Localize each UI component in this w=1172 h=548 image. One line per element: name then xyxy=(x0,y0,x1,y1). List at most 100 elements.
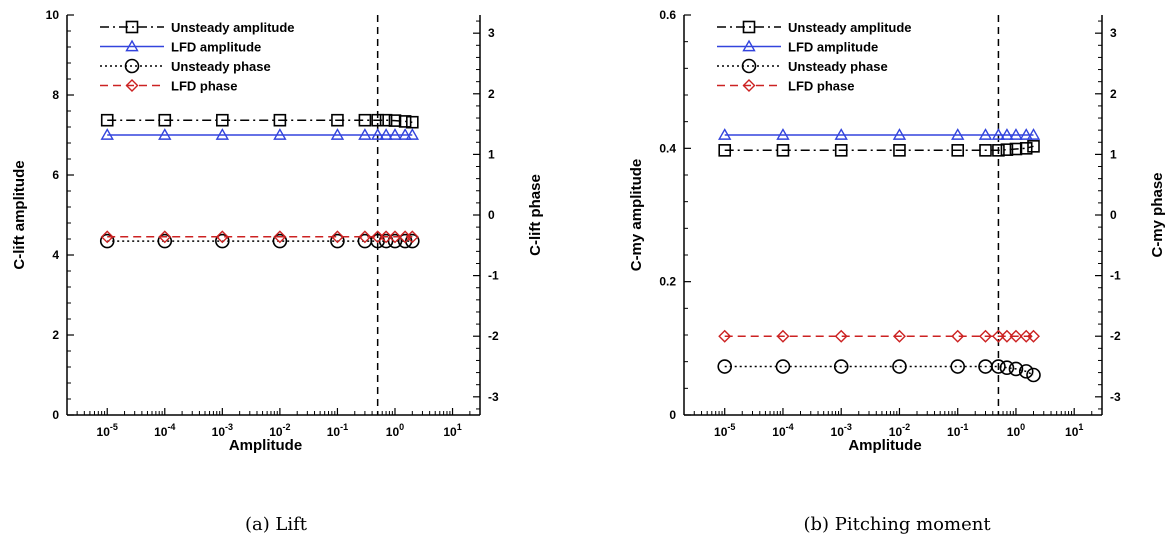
data-point xyxy=(330,230,344,244)
lift-chart: (a) Lift 10-5 10-4 10-3 10-2 10-1 100 10102468… xyxy=(11,8,544,535)
y-tick-label: 0.4 xyxy=(659,141,676,155)
data-point xyxy=(951,144,965,157)
data-point xyxy=(100,128,114,140)
series-line xyxy=(107,119,413,123)
data-point xyxy=(1019,142,1033,155)
legend-label: LFD amplitude xyxy=(171,40,261,55)
data-point xyxy=(979,329,992,343)
data-point xyxy=(991,329,1005,343)
data-point xyxy=(1026,128,1041,140)
data-point xyxy=(398,128,412,140)
data-point xyxy=(379,230,393,244)
y-axis-label: C-my amplitude xyxy=(628,159,645,272)
x-tick-label: 10-1 xyxy=(327,422,348,439)
x-axis-label: Amplitude xyxy=(229,437,302,454)
data-point xyxy=(1008,361,1024,377)
data-point xyxy=(99,233,115,249)
data-point xyxy=(388,230,402,244)
data-point xyxy=(892,359,907,374)
x-tick-label: 101 xyxy=(1065,422,1083,439)
legend-marker xyxy=(742,20,756,34)
y-tick-label: 2 xyxy=(52,328,59,342)
legend-label: Unsteady phase xyxy=(788,59,888,74)
data-point xyxy=(273,230,287,244)
y-tick-label: 0 xyxy=(669,408,676,422)
data-point xyxy=(1000,143,1014,156)
data-point xyxy=(979,144,992,157)
data-point xyxy=(1018,364,1034,379)
y-axis-label: C-lift amplitude xyxy=(11,160,28,269)
data-point xyxy=(272,233,288,249)
data-point xyxy=(215,128,230,140)
x-tick-label: 10-5 xyxy=(714,422,735,439)
data-point xyxy=(158,128,172,140)
x-tick-label: 10-5 xyxy=(97,422,118,439)
y2-tick-label: -3 xyxy=(488,390,499,404)
data-point xyxy=(405,128,420,140)
data-point xyxy=(388,128,402,140)
data-point xyxy=(991,128,1006,140)
data-point xyxy=(718,144,732,157)
y2-tick-label: -2 xyxy=(488,329,499,343)
data-point xyxy=(834,329,848,343)
y-tick-label: 8 xyxy=(52,88,59,102)
y-tick-label: 4 xyxy=(52,248,59,262)
data-point xyxy=(157,233,173,249)
y2-tick-label: 2 xyxy=(1110,87,1117,101)
y2-tick-label: 0 xyxy=(1110,208,1117,222)
legend-label: Unsteady phase xyxy=(171,59,271,74)
data-point xyxy=(406,115,419,129)
y-tick-label: 0.2 xyxy=(659,275,676,289)
legend-marker xyxy=(124,58,140,74)
y2-tick-label: -1 xyxy=(1110,269,1121,283)
data-point xyxy=(718,128,732,140)
series-line xyxy=(724,365,1034,376)
data-point xyxy=(330,233,345,249)
y-tick-label: 6 xyxy=(52,168,59,182)
data-point xyxy=(388,114,402,127)
legend-label: LFD phase xyxy=(171,79,237,94)
data-point xyxy=(999,360,1015,376)
x-tick-label: 10-2 xyxy=(889,422,910,439)
data-point xyxy=(371,230,385,244)
legend-label: Unsteady amplitude xyxy=(171,20,295,35)
x-tick-label: 100 xyxy=(1007,422,1025,439)
pitching-moment-chart: (b) Pitching moment 10-5 10-4 10-3 10-2 10-1… xyxy=(628,8,1166,535)
data-point xyxy=(330,128,345,140)
legend-marker xyxy=(125,20,139,34)
data-point xyxy=(776,329,790,343)
x-tick-label: 10-4 xyxy=(772,422,793,439)
data-point xyxy=(1027,140,1040,153)
data-point xyxy=(950,359,966,374)
legend-marker xyxy=(125,39,139,52)
x-tick-label: 10-2 xyxy=(269,422,290,439)
x-tick-label: 10-1 xyxy=(947,422,968,439)
data-point xyxy=(370,128,385,140)
data-point xyxy=(1009,329,1023,343)
legend-label: LFD amplitude xyxy=(788,40,878,55)
x-axis-label: Amplitude xyxy=(848,437,921,454)
data-point xyxy=(273,113,287,127)
legend-marker xyxy=(125,79,139,92)
data-point xyxy=(1009,128,1023,140)
data-point xyxy=(718,329,732,343)
x-tick-label: 100 xyxy=(386,422,404,439)
data-point xyxy=(951,329,965,343)
data-point xyxy=(358,230,372,244)
data-point xyxy=(1027,329,1040,343)
data-point xyxy=(379,113,393,127)
data-point xyxy=(978,128,993,140)
data-point xyxy=(951,128,965,140)
data-point xyxy=(892,329,906,343)
x-tick-label: 10-3 xyxy=(212,422,233,439)
legend-label: Unsteady amplitude xyxy=(788,20,912,35)
y2-tick-label: 0 xyxy=(488,208,495,222)
data-point xyxy=(216,113,229,127)
x-tick-label: 10-4 xyxy=(154,422,175,439)
caption-lift: (a) Lift xyxy=(245,514,308,535)
data-point xyxy=(892,128,907,140)
data-point xyxy=(991,359,1006,374)
legend-marker xyxy=(742,79,756,92)
data-point xyxy=(158,113,172,127)
